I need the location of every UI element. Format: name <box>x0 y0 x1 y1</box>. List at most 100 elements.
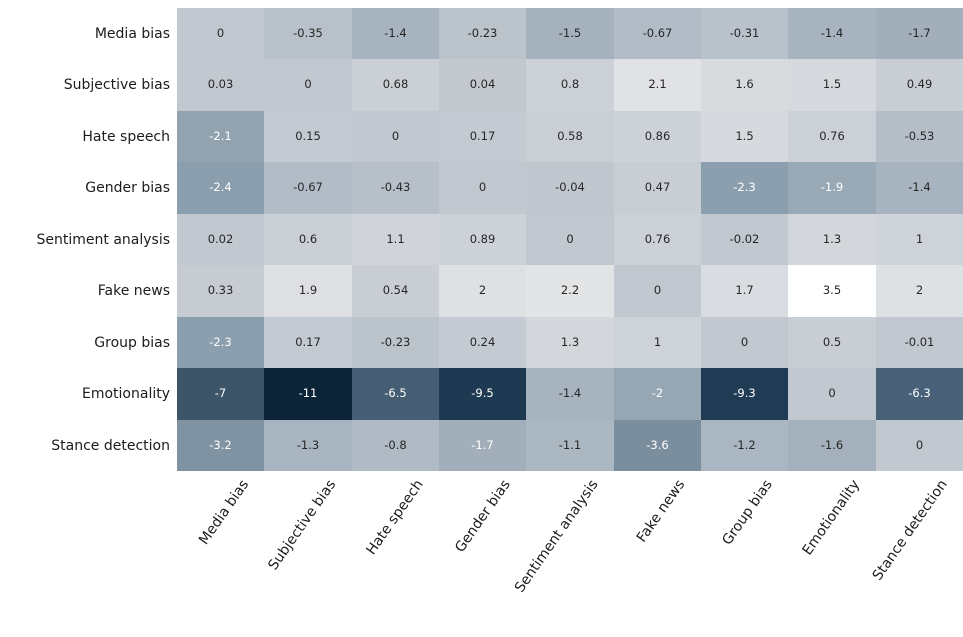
y-tick-label: Fake news <box>97 283 170 299</box>
heatmap-cell: 0 <box>788 368 876 420</box>
heatmap-cell: -0.31 <box>701 8 788 59</box>
heatmap-cell: 0.04 <box>439 59 526 111</box>
heatmap-cell: 0 <box>614 265 701 317</box>
heatmap-cell: -1.4 <box>876 162 963 214</box>
heatmap-cell: 0 <box>439 162 526 214</box>
x-tick-label: Fake news <box>633 477 689 546</box>
heatmap-cell: -1.2 <box>701 420 788 471</box>
x-tick-label: Stance detection <box>869 477 951 584</box>
x-tick-label: Sentiment analysis <box>511 477 602 596</box>
heatmap-cell: -0.8 <box>352 420 439 471</box>
heatmap-cell: 0.47 <box>614 162 701 214</box>
y-tick-label: Sentiment analysis <box>36 231 171 248</box>
x-tick-label: Gender bias <box>452 477 514 556</box>
heatmap-cell: 1.5 <box>701 111 788 162</box>
x-tick-label: Hate speech <box>363 477 427 558</box>
heatmap-cell: -0.23 <box>439 8 526 59</box>
heatmap-cell: -1.7 <box>876 8 963 59</box>
heatmap-cell: -1.7 <box>439 420 526 471</box>
y-tick-label: Group bias <box>94 334 170 351</box>
heatmap-cell: -1.3 <box>264 420 352 471</box>
heatmap-cell: -9.3 <box>701 368 788 420</box>
heatmap-cell: 0 <box>177 8 264 59</box>
heatmap-cell: 0.17 <box>264 317 352 368</box>
x-tick-label: Media bias <box>195 477 252 548</box>
heatmap-cell: 0.89 <box>439 214 526 265</box>
heatmap-cell: -0.35 <box>264 8 352 59</box>
heatmap-cell: 2 <box>439 265 526 317</box>
heatmap-cell: -1.6 <box>788 420 876 471</box>
heatmap-cell: 0.33 <box>177 265 264 317</box>
heatmap-cell: 3.5 <box>788 265 876 317</box>
heatmap-cell: 0 <box>876 420 963 471</box>
heatmap-cell: -11 <box>264 368 352 420</box>
heatmap-cell: 0.76 <box>614 214 701 265</box>
heatmap-cell: 0.17 <box>439 111 526 162</box>
heatmap-cell: -2.1 <box>177 111 264 162</box>
heatmap-cell: 1.6 <box>701 59 788 111</box>
heatmap-cell: 2 <box>876 265 963 317</box>
heatmap-cell: -0.67 <box>264 162 352 214</box>
heatmap-cell: 1.9 <box>264 265 352 317</box>
heatmap-cell: -0.01 <box>876 317 963 368</box>
x-tick-label: Subjective bias <box>265 477 340 574</box>
heatmap-cell: 0 <box>264 59 352 111</box>
heatmap-cell: 0 <box>701 317 788 368</box>
heatmap-cell: 1.1 <box>352 214 439 265</box>
heatmap-cell: -0.43 <box>352 162 439 214</box>
heatmap-cell: 0.6 <box>264 214 352 265</box>
heatmap-cell: 0.49 <box>876 59 963 111</box>
heatmap-cell: 1.5 <box>788 59 876 111</box>
y-tick-label: Stance detection <box>51 437 170 454</box>
y-tick-label: Subjective bias <box>63 77 170 93</box>
heatmap-cell: -1.1 <box>526 420 614 471</box>
heatmap-cell: 0.8 <box>526 59 614 111</box>
heatmap-cell: -3.6 <box>614 420 701 471</box>
heatmap-cell: -1.4 <box>788 8 876 59</box>
heatmap-cell: 0.24 <box>439 317 526 368</box>
y-tick-label: Emotionality <box>82 386 170 402</box>
heatmap-cell: 0.03 <box>177 59 264 111</box>
heatmap-cell: -1.5 <box>526 8 614 59</box>
heatmap-cell: -3.2 <box>177 420 264 471</box>
heatmap-cell: 0.02 <box>177 214 264 265</box>
heatmap-cell: -2 <box>614 368 701 420</box>
heatmap-cell: -6.5 <box>352 368 439 420</box>
heatmap-cell: -1.9 <box>788 162 876 214</box>
y-tick-label: Hate speech <box>82 128 170 145</box>
heatmap-cell: -0.02 <box>701 214 788 265</box>
heatmap-cell: 0.76 <box>788 111 876 162</box>
x-tick-label: Emotionality <box>799 477 864 559</box>
heatmap-cell: -9.5 <box>439 368 526 420</box>
heatmap-cell: 1 <box>614 317 701 368</box>
heatmap-cell: -0.67 <box>614 8 701 59</box>
heatmap-cell: -7 <box>177 368 264 420</box>
heatmap-cell: 0.5 <box>788 317 876 368</box>
heatmap-cell: 0 <box>352 111 439 162</box>
heatmap-cell: -6.3 <box>876 368 963 420</box>
heatmap-cell: 0.86 <box>614 111 701 162</box>
heatmap-cell: -1.4 <box>352 8 439 59</box>
y-tick-label: Gender bias <box>85 180 170 196</box>
y-tick-label: Media bias <box>94 25 170 42</box>
heatmap-cell: 0 <box>526 214 614 265</box>
heatmap-cell: 2.1 <box>614 59 701 111</box>
heatmap-cell: 0.54 <box>352 265 439 317</box>
heatmap-cell: 0.15 <box>264 111 352 162</box>
heatmap-cell: -0.04 <box>526 162 614 214</box>
heatmap-cell: -1.4 <box>526 368 614 420</box>
heatmap-cell: -0.23 <box>352 317 439 368</box>
heatmap-cell: 0.58 <box>526 111 614 162</box>
heatmap-cell: 0.68 <box>352 59 439 111</box>
heatmap-cell: -2.3 <box>701 162 788 214</box>
heatmap-cell: 1.3 <box>788 214 876 265</box>
heatmap-cell: 1 <box>876 214 963 265</box>
heatmap-cell: -2.4 <box>177 162 264 214</box>
heatmap-cell: -0.53 <box>876 111 963 162</box>
heatmap-cell: 1.7 <box>701 265 788 317</box>
x-tick-label: Group bias <box>719 477 776 549</box>
heatmap-cell: 2.2 <box>526 265 614 317</box>
heatmap-cell: -2.3 <box>177 317 264 368</box>
heatmap-cell: 1.3 <box>526 317 614 368</box>
